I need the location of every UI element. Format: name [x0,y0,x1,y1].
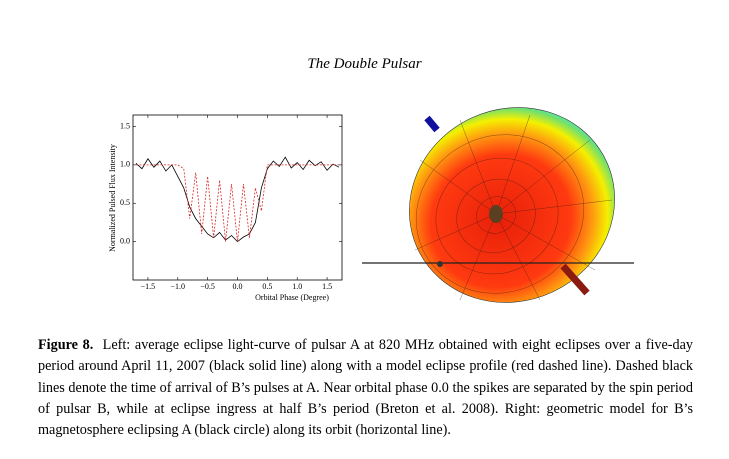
x-tick-label: −0.5 [200,282,215,291]
y-tick-label: 1.0 [120,160,130,169]
x-tick-label: −1.0 [171,282,186,291]
x-axis-label: Orbital Phase (Degree) [255,293,329,302]
y-axis-label: Normalized Pulsed Flux Intensity [108,144,117,252]
pole [489,205,503,223]
running-head: The Double Pulsar [307,56,422,72]
series-line [135,156,340,243]
spin-axis-bottom [560,263,590,296]
x-tick-label: −1.5 [141,282,156,291]
x-tick-label: 1.5 [322,282,332,291]
y-tick-label: 0.5 [120,198,130,207]
y-tick-label: 1.5 [120,121,130,130]
plot-frame [132,114,343,281]
x-tick-label: 1.0 [292,282,302,291]
series-line [135,164,340,242]
spin-axis-top [424,115,440,133]
x-tick-label: 0.5 [262,282,272,291]
caption-label: Figure 8. [38,337,94,353]
figure: Orbital Phase (Degree) Normalized Pulsed… [108,107,634,303]
y-tick-label: 0.0 [120,236,130,245]
pulsar-a [437,261,443,267]
mesh [414,114,613,301]
magnetosphere-model [362,107,634,303]
caption-text: Left: average eclipse light-curve of pul… [38,337,694,439]
caption: Figure 8. Left: average eclipse light-cu… [38,335,693,441]
x-tick-label: 0.0 [233,282,243,291]
